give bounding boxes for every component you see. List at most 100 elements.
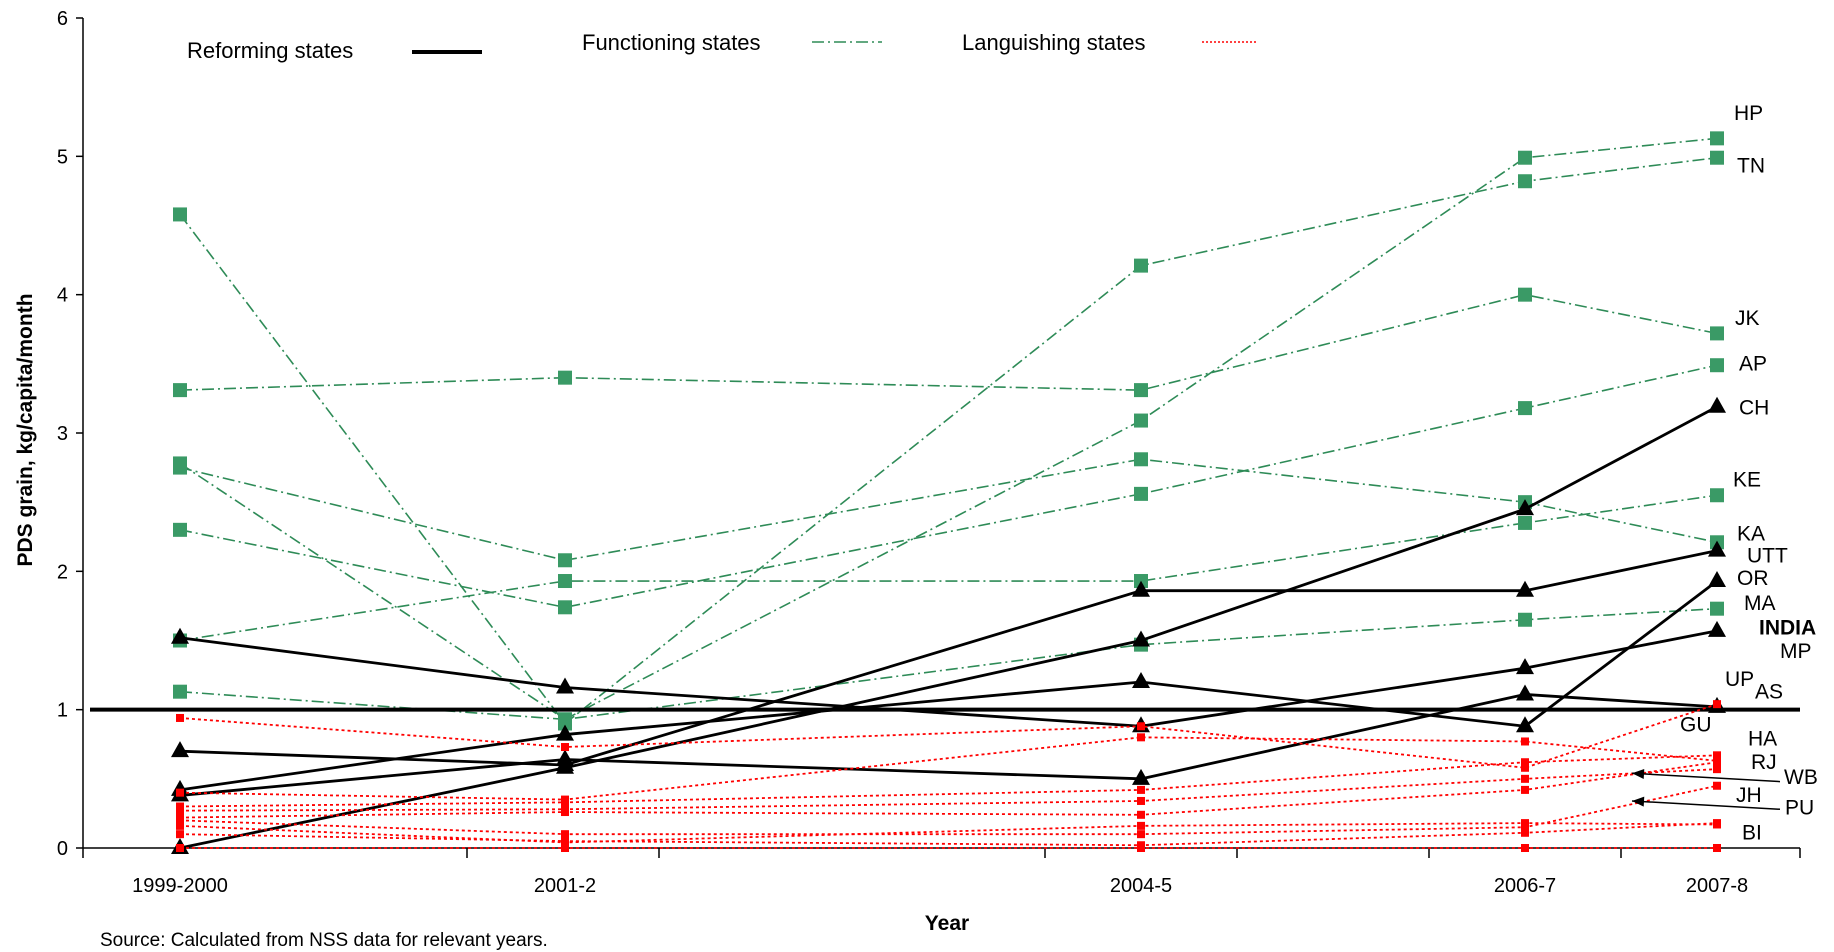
series-line: [179, 293, 1718, 391]
state-label-pu: PU: [1785, 797, 1814, 820]
x-tick-label: 2006-7: [1494, 875, 1556, 897]
data-point: [1134, 486, 1148, 501]
legend-reforming-label: Reforming states: [187, 38, 353, 63]
state-label-jh: JH: [1736, 784, 1762, 807]
data-point: [1710, 358, 1724, 373]
y-ticks: 0 1 2 3 4 5 6: [57, 8, 83, 860]
data-point: [1137, 821, 1145, 830]
data-point: [558, 553, 572, 568]
state-label-mp: MP: [1780, 640, 1812, 663]
data-point: [176, 821, 184, 830]
data-point: [1137, 796, 1145, 805]
data-point: [176, 844, 184, 852]
x-tick-label: 2004-5: [1110, 875, 1172, 897]
data-point: [1713, 700, 1721, 709]
data-point: [1708, 396, 1726, 413]
data-point: [561, 798, 569, 807]
series-line: [179, 156, 1718, 725]
data-point: [1713, 781, 1721, 790]
x-tick-label: 2001-2: [534, 875, 596, 897]
data-point: [1710, 326, 1724, 341]
state-label-ha: HA: [1748, 727, 1777, 750]
data-point: [1134, 383, 1148, 398]
data-point: [1708, 620, 1726, 637]
state-label-ma: MA: [1744, 592, 1776, 615]
y-tick-label: 3: [57, 423, 68, 445]
y-tick-label: 0: [57, 838, 68, 860]
series-line: [179, 607, 1718, 721]
data-point: [1713, 844, 1721, 852]
data-point: [1518, 515, 1532, 530]
data-point: [1710, 601, 1724, 616]
data-point: [1521, 737, 1529, 746]
data-point: [173, 460, 187, 475]
data-point: [558, 600, 572, 615]
data-point: [1521, 823, 1529, 832]
data-point: [561, 808, 569, 817]
state-label-wb: WB: [1784, 766, 1818, 789]
x-tick-label: 2007-8: [1686, 875, 1748, 897]
data-point: [1710, 488, 1724, 503]
series-line: [179, 137, 1718, 721]
data-point: [1710, 150, 1724, 165]
data-point: [558, 574, 572, 589]
series-line: [179, 822, 1718, 844]
data-point: [558, 370, 572, 385]
series-or: [171, 571, 1726, 796]
legend: Reforming states Functioning states Lang…: [187, 30, 1258, 63]
series-ap: [173, 358, 1724, 615]
data-point: [561, 830, 569, 839]
y-axis-title: PDS grain, kg/capita/month: [14, 293, 37, 566]
state-label-bi: BI: [1742, 821, 1762, 844]
data-point: [1134, 452, 1148, 467]
state-label-utt: UTT: [1747, 545, 1788, 568]
series-hp: [173, 131, 1724, 727]
data-point: [1518, 287, 1532, 302]
state-label-up: UP: [1725, 668, 1754, 691]
data-point: [173, 383, 187, 398]
data-point: [1137, 722, 1145, 731]
data-point: [1518, 174, 1532, 189]
source-note: Source: Calculated from NSS data for rel…: [100, 930, 548, 951]
series-india: [171, 684, 1726, 802]
data-point: [176, 802, 184, 811]
y-tick-label: 1: [57, 700, 68, 722]
y-tick-label: 4: [57, 285, 68, 307]
data-point: [1521, 758, 1529, 767]
data-point: [1521, 763, 1529, 772]
series-line: [179, 629, 1718, 728]
data-point: [173, 207, 187, 222]
state-label-ka: KA: [1737, 523, 1765, 546]
data-point: [1521, 828, 1529, 837]
axes: 0 1 2 3 4 5 6 1999-2000 2001-2 2004-5 2006-7 2007-…: [57, 8, 1801, 897]
state-label-ap: AP: [1739, 352, 1767, 375]
data-point: [1516, 716, 1534, 733]
data-point: [171, 627, 189, 644]
y-tick-label: 6: [57, 8, 68, 30]
series-gu: [176, 751, 1721, 811]
legend-functioning-label: Functioning states: [582, 30, 761, 55]
data-point: [1521, 774, 1529, 783]
data-point: [173, 684, 187, 699]
series-rj: [176, 758, 1721, 822]
series-bi: [176, 819, 1721, 850]
state-label-rj: RJ: [1751, 751, 1777, 774]
series-wb: [176, 781, 1721, 839]
data-point: [1708, 540, 1726, 557]
data-point: [1516, 499, 1534, 516]
series-ch: [171, 396, 1726, 854]
data-point: [1516, 684, 1534, 701]
data-point: [556, 677, 574, 694]
data-point: [1134, 258, 1148, 273]
data-point: [1137, 830, 1145, 839]
data-point: [1137, 841, 1145, 850]
data-point: [561, 837, 569, 846]
state-label-as: AS: [1755, 680, 1783, 703]
data-point: [1710, 131, 1724, 146]
data-point: [1521, 844, 1529, 852]
series-jk: [173, 287, 1724, 398]
y-tick-label: 2: [57, 561, 68, 583]
data-point: [176, 713, 184, 722]
data-point: [1713, 765, 1721, 774]
data-point: [1137, 733, 1145, 742]
